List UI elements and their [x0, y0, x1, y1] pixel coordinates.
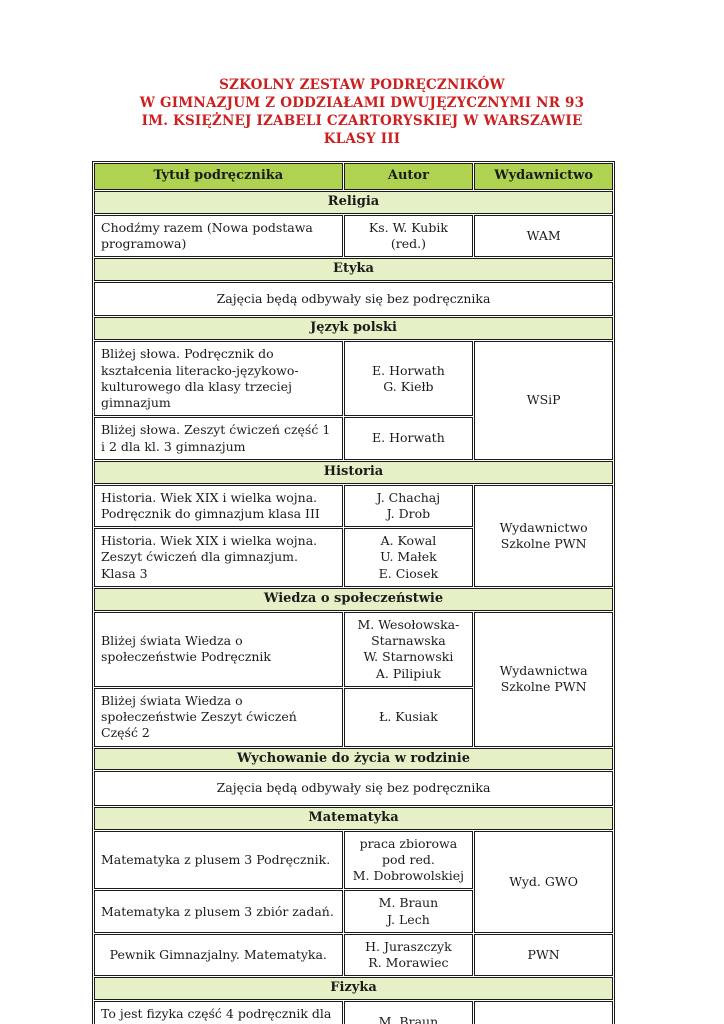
author-cell: M. Braun J. Lech — [343, 890, 474, 933]
table-row: To jest fizyka część 4 podręcznik dla gi… — [94, 1001, 613, 1024]
title-line-2: W GIMNAZJUM Z ODDZIAŁAMI DWUJĘZYCZNYMI N… — [139, 95, 585, 111]
title-line-4: KLASY III — [323, 131, 401, 147]
note-row: Zajęcia będą odbywały się bez podręcznik… — [94, 282, 613, 317]
header-cell-title: Tytuł podręcznika — [94, 163, 343, 190]
section-label: Matematyka — [94, 806, 613, 830]
author-cell: M. Wesołowska-Starnawska W. Starnowski A… — [343, 611, 474, 687]
note-cell: Zajęcia będą odbywały się bez podręcznik… — [94, 282, 613, 317]
publisher-cell: WAM — [474, 214, 613, 258]
table-row: Bliżej świata Wiedza o społeczeństwie Po… — [94, 611, 613, 747]
author-cell: M. Braun W. Śliwa — [343, 1001, 474, 1024]
title-cell: Pewnik Gimnazjalny. Matematyka. — [94, 933, 343, 977]
table-row: Chodźmy razem (Nowa podstawa programowa)… — [94, 214, 613, 258]
section-label: Etyka — [94, 258, 613, 282]
title-cell: Chodźmy razem (Nowa podstawa programowa) — [94, 214, 343, 258]
table-header-row: Tytuł podręcznika Autor Wydawnictwo — [94, 163, 613, 190]
publisher-cell: PWN — [474, 933, 613, 977]
textbook-table: Tytuł podręcznika Autor Wydawnictwo Reli… — [92, 161, 615, 1024]
note-row: Zajęcia będą odbywały się bez podręcznik… — [94, 771, 613, 806]
section-label: Fizyka — [94, 977, 613, 1001]
author-cell: J. Chachaj J. Drob — [343, 484, 474, 528]
title-cell: Matematyka z plusem 3 zbiór zadań. — [94, 890, 343, 933]
table-row: Pewnik Gimnazjalny. Matematyka. H. Juras… — [94, 933, 613, 977]
publisher-cell: Wydawnictwo Szkolne PWN — [474, 484, 613, 587]
table-row: Matematyka z plusem 3 zbiór zadań. M. Br… — [94, 890, 613, 933]
title-line-3: IM. KSIĘŻNEJ IZABELI CZARTORYSKIEJ W WAR… — [141, 113, 583, 129]
section-row-fizyka: Fizyka — [94, 977, 613, 1001]
author-cell: Ks. W. Kubik (red.) — [343, 214, 474, 258]
title-cell: Historia. Wiek XIX i wielka wojna. Zeszy… — [94, 528, 343, 587]
author-cell: H. Juraszczyk R. Morawiec — [343, 933, 474, 977]
author-cell: praca zbiorowa pod red. M. Dobrowolskiej — [343, 830, 474, 890]
title-line-1: SZKOLNY ZESTAW PODRĘCZNIKÓW — [219, 77, 505, 93]
section-label: Historia — [94, 460, 613, 484]
title-cell: Bliżej świata Wiedza o społeczeństwie Po… — [94, 611, 343, 687]
section-row-etyka: Etyka — [94, 258, 613, 282]
title-cell: Bliżej słowa. Podręcznik do kształcenia … — [94, 341, 343, 417]
title-cell: Bliżej słowa. Zeszyt ćwiczeń część 1 i 2… — [94, 417, 343, 460]
title-cell: Bliżej świata Wiedza o społeczeństwie Ze… — [94, 687, 343, 747]
section-row-wos: Wiedza o społeczeństwie — [94, 587, 613, 611]
publisher-cell: Nowa Era — [474, 1001, 613, 1024]
table-row: Bliżej słowa. Podręcznik do kształcenia … — [94, 341, 613, 460]
section-row-religia: Religia — [94, 190, 613, 214]
author-cell: A. Kowal U. Małek E. Ciosek — [343, 528, 474, 587]
section-row-historia: Historia — [94, 460, 613, 484]
note-cell: Zajęcia będą odbywały się bez podręcznik… — [94, 771, 613, 806]
table-row: Historia. Wiek XIX i wielka wojna. Zeszy… — [94, 528, 613, 587]
section-row-matematyka: Matematyka — [94, 806, 613, 830]
table-row: Matematyka z plusem 3 Podręcznik. praca … — [94, 830, 613, 933]
publisher-cell: Wyd. GWO — [474, 830, 613, 933]
header-cell-publisher: Wydawnictwo — [474, 163, 613, 190]
section-row-jezyk-polski: Język polski — [94, 317, 613, 341]
author-cell: E. Horwath — [343, 417, 474, 460]
title-cell: To jest fizyka część 4 podręcznik dla gi… — [94, 1001, 343, 1024]
section-label: Wiedza o społeczeństwie — [94, 587, 613, 611]
publisher-cell: WSiP — [474, 341, 613, 460]
section-label: Język polski — [94, 317, 613, 341]
author-cell: E. Horwath G. Kiełb — [343, 341, 474, 417]
table-row: Bliżej słowa. Zeszyt ćwiczeń część 1 i 2… — [94, 417, 613, 460]
section-label: Religia — [94, 190, 613, 214]
header-cell-author: Autor — [343, 163, 474, 190]
publisher-cell: Wydawnictwa Szkolne PWN — [474, 611, 613, 747]
table-row: Historia. Wiek XIX i wielka wojna. Podrę… — [94, 484, 613, 587]
section-row-wdz: Wychowanie do życia w rodzinie — [94, 747, 613, 771]
title-cell: Historia. Wiek XIX i wielka wojna. Podrę… — [94, 484, 343, 528]
document-title: SZKOLNY ZESTAW PODRĘCZNIKÓW W GIMNAZJUM … — [0, 76, 724, 148]
title-cell: Matematyka z plusem 3 Podręcznik. — [94, 830, 343, 890]
section-label: Wychowanie do życia w rodzinie — [94, 747, 613, 771]
author-cell: Ł. Kusiak — [343, 687, 474, 747]
table-row: Bliżej świata Wiedza o społeczeństwie Ze… — [94, 687, 613, 747]
